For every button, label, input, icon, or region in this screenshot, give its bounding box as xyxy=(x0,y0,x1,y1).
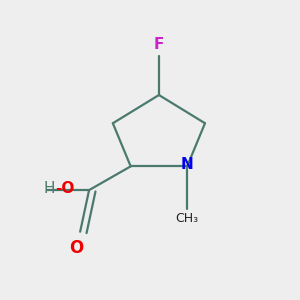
Text: F: F xyxy=(154,37,164,52)
Text: -O: -O xyxy=(55,181,74,196)
Text: CH₃: CH₃ xyxy=(176,212,199,225)
Text: O: O xyxy=(70,239,84,257)
Text: H: H xyxy=(44,181,55,196)
Text: N: N xyxy=(181,158,194,172)
